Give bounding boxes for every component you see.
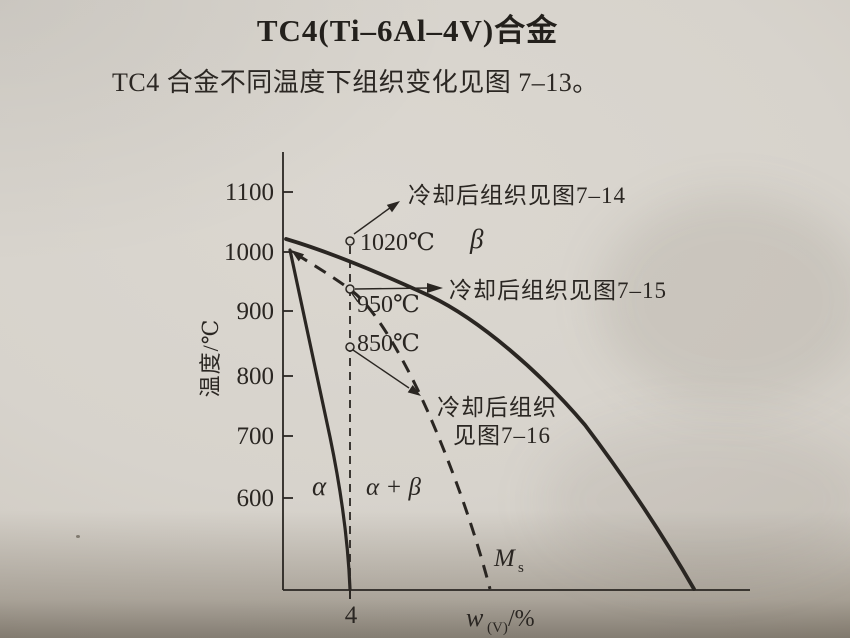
y-axis-title: 温度/℃ [198,319,223,398]
ms-label-base: M [493,545,516,572]
ms-curve [295,252,492,590]
y-tick-label-900: 900 [237,298,275,325]
note-fig7-16-line1: 冷却后组织 [437,395,557,420]
arrowhead-fig7-16-icon [407,385,421,396]
arrow-to-fig7-15 [354,287,430,290]
x-axis-title-subscript: (V) [487,620,508,636]
x-tick-label-4: 4 [345,602,358,629]
leader-line-950 [350,291,359,303]
arrow-to-fig7-16 [352,349,410,389]
cooling-point-950 [345,284,355,294]
note-fig7-14: 冷却后组织见图7–14 [408,183,626,208]
cooling-point-850 [345,342,355,352]
region-label-alpha: α [312,471,327,501]
paper-speck [76,535,80,538]
region-label-beta: β [469,224,484,254]
x-axis-title-unit: /% [508,606,535,632]
arrowhead-fig7-14-icon [386,201,400,213]
cooling-point-1020 [345,236,355,246]
note-fig7-16-line2: 见图7–16 [453,423,551,448]
y-tick-label-600: 600 [237,485,275,512]
temp-label-1020: 1020℃ [360,230,435,256]
temp-label-950: 950℃ [357,292,420,318]
y-tick-label-800: 800 [237,363,275,390]
ms-label-subscript: s [518,560,524,576]
arrow-to-fig7-14 [353,204,395,235]
y-tick-label-700: 700 [237,423,275,450]
intro-paragraph: TC4 合金不同温度下组织变化见图 7–13。 [112,68,599,97]
temp-label-850: 850℃ [357,331,420,357]
arrowhead-fig7-15-icon [427,283,443,293]
alpha-boundary-curve [288,248,352,591]
y-tick-label-1000: 1000 [224,239,274,266]
beta-transus-curve [284,237,696,591]
page-title: TC4(Ti–6Al–4V)合金 [256,13,559,48]
x-axis-title-base: w [466,603,484,632]
ms-start-arrowhead-icon [291,250,305,262]
y-tick-label-1100: 1100 [225,179,274,206]
region-label-alpha-beta: α + β [366,474,421,501]
note-fig7-15: 冷却后组织见图7–15 [449,278,667,303]
